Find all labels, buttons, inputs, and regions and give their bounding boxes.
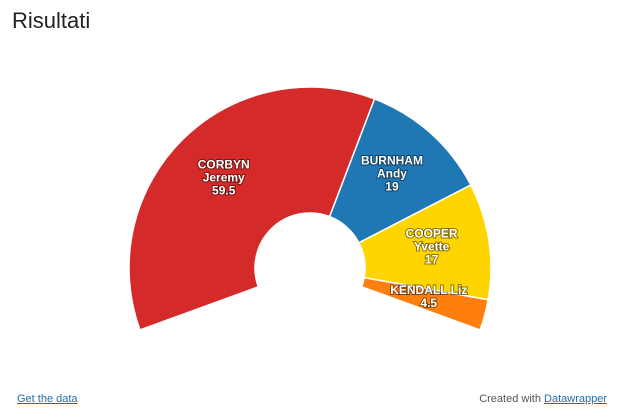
donut-slice: [128, 86, 376, 331]
donut-slice: [328, 97, 472, 244]
label-line: KENDALL Liz: [390, 283, 467, 297]
get-data-link[interactable]: Get the data: [17, 393, 78, 405]
label-line: BURNHAM: [361, 153, 423, 167]
donut-slice: [357, 183, 492, 301]
slice-label: KENDALL Liz 4.5: [390, 283, 467, 310]
credit: Created with: [479, 393, 541, 405]
label-line: Jeremy: [203, 170, 245, 184]
chart-title: Risultati: [12, 8, 91, 33]
datawrapper-link[interactable]: Datawrapper: [544, 393, 607, 405]
value-label: 19: [385, 179, 399, 193]
label-line: Yvette: [414, 240, 450, 254]
label-line: Andy: [377, 166, 407, 180]
slice-label: CORBYN Jeremy 59.5: [198, 157, 250, 197]
donut-slice: [360, 276, 490, 331]
label-line: CORBYN: [198, 157, 250, 171]
value-label: 17: [425, 253, 439, 267]
slice-label: BURNHAM Andy 19: [361, 153, 423, 193]
value-label: 59.5: [212, 183, 236, 197]
label-line: COOPER: [406, 227, 458, 241]
value-label: 4.5: [420, 296, 437, 310]
slice-label: COOPER Yvette 17: [406, 227, 458, 267]
footer-right: Created with Datawrapper: [479, 393, 607, 405]
footer-left: Get the data: [17, 393, 78, 405]
